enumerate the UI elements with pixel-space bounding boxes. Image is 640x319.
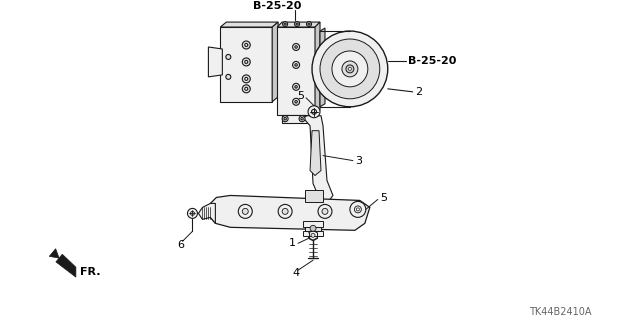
Polygon shape [320, 28, 325, 107]
Circle shape [284, 23, 286, 25]
Circle shape [356, 208, 359, 211]
Circle shape [308, 23, 310, 25]
Polygon shape [220, 22, 278, 27]
Circle shape [310, 225, 316, 231]
Polygon shape [303, 116, 333, 204]
Bar [303, 221, 323, 227]
Circle shape [295, 64, 298, 66]
Text: 3: 3 [355, 156, 362, 166]
Circle shape [301, 117, 303, 120]
Circle shape [243, 208, 248, 214]
Polygon shape [310, 131, 321, 175]
Text: 1: 1 [289, 238, 296, 248]
Polygon shape [220, 27, 272, 102]
Circle shape [322, 208, 328, 214]
Polygon shape [277, 22, 320, 27]
Polygon shape [209, 47, 222, 77]
Circle shape [311, 233, 315, 237]
Circle shape [307, 22, 312, 26]
Text: FR.: FR. [80, 267, 100, 277]
Polygon shape [198, 204, 216, 223]
Circle shape [312, 31, 388, 107]
Circle shape [294, 22, 300, 26]
Circle shape [283, 22, 287, 26]
Circle shape [320, 39, 380, 99]
Circle shape [244, 78, 248, 80]
Circle shape [295, 100, 298, 103]
Circle shape [295, 85, 298, 88]
Circle shape [243, 75, 250, 83]
Circle shape [292, 62, 300, 68]
Circle shape [308, 230, 318, 240]
Circle shape [244, 60, 248, 63]
Text: 5: 5 [380, 193, 387, 204]
Circle shape [350, 201, 366, 217]
Circle shape [188, 208, 198, 219]
Circle shape [226, 55, 231, 59]
Polygon shape [315, 22, 320, 115]
Circle shape [355, 206, 362, 213]
Text: 2: 2 [415, 87, 422, 97]
Circle shape [244, 87, 248, 90]
Circle shape [292, 98, 300, 105]
Circle shape [243, 85, 250, 93]
Text: TK44B2410A: TK44B2410A [529, 307, 592, 317]
Circle shape [226, 74, 231, 79]
Circle shape [312, 109, 317, 114]
Circle shape [292, 83, 300, 90]
Bar [305, 227, 321, 231]
Circle shape [244, 43, 248, 47]
Polygon shape [56, 254, 76, 277]
Polygon shape [49, 249, 59, 258]
Text: 4: 4 [292, 268, 300, 278]
Circle shape [296, 23, 298, 25]
Polygon shape [277, 27, 315, 115]
Circle shape [332, 51, 368, 87]
Circle shape [284, 117, 286, 120]
Circle shape [342, 61, 358, 77]
Circle shape [348, 67, 351, 70]
Circle shape [238, 204, 252, 219]
Circle shape [292, 43, 300, 50]
Polygon shape [272, 22, 278, 102]
Circle shape [243, 58, 250, 66]
Circle shape [282, 208, 288, 214]
Text: B-25-20: B-25-20 [408, 56, 456, 66]
Polygon shape [211, 196, 370, 230]
Text: 6: 6 [177, 240, 184, 250]
Bar [303, 231, 323, 236]
Bar [305, 190, 323, 203]
Circle shape [278, 204, 292, 219]
Circle shape [346, 65, 354, 73]
Circle shape [299, 116, 305, 122]
Polygon shape [282, 115, 310, 123]
Circle shape [282, 116, 288, 122]
Text: B-25-20: B-25-20 [253, 1, 301, 11]
Circle shape [243, 41, 250, 49]
Text: 5: 5 [297, 91, 304, 101]
Circle shape [295, 46, 298, 48]
Circle shape [318, 204, 332, 219]
Circle shape [308, 106, 320, 118]
Circle shape [191, 211, 195, 215]
